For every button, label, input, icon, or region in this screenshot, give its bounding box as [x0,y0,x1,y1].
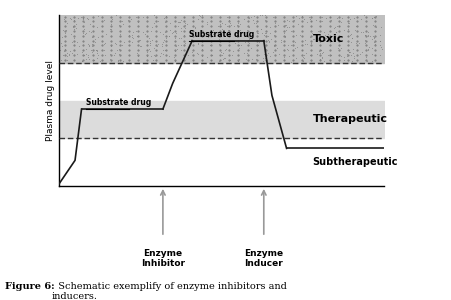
Y-axis label: Plasma drug level: Plasma drug level [46,60,55,141]
Text: Toxic: Toxic [312,34,343,44]
Text: Schematic exemplify of enzyme inhibitors and
inducers.: Schematic exemplify of enzyme inhibitors… [52,282,286,300]
Text: Enzyme
Inducer: Enzyme Inducer [244,249,283,268]
Text: Subtherapeutic: Subtherapeutic [312,157,397,167]
Text: Enzyme
Inhibitor: Enzyme Inhibitor [141,249,184,268]
Text: Substrate drug: Substrate drug [86,98,152,107]
Text: Figure 6:: Figure 6: [5,282,54,291]
Text: Therapeutic: Therapeutic [312,114,387,124]
Text: Substrate drug: Substrate drug [189,30,253,39]
